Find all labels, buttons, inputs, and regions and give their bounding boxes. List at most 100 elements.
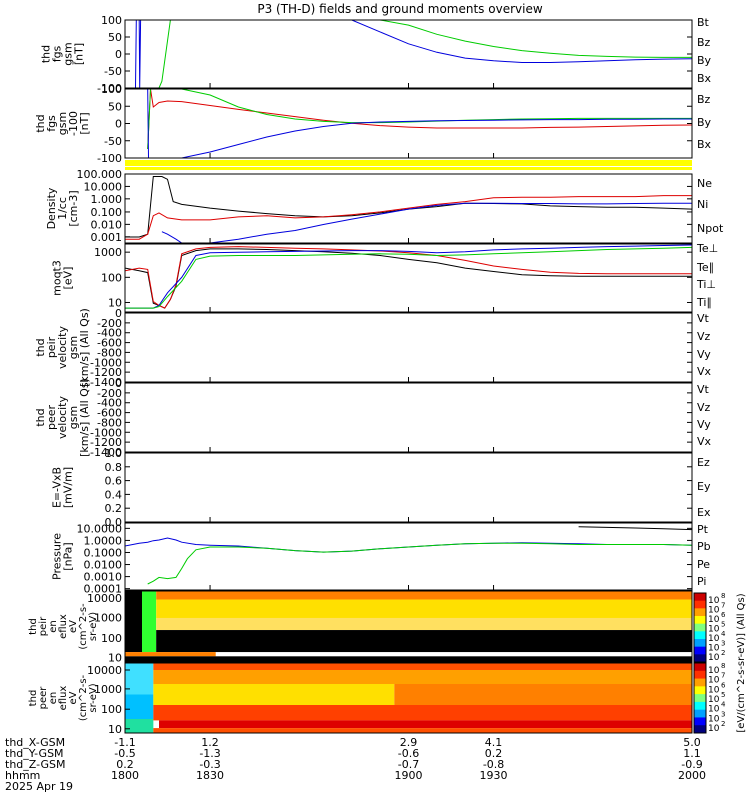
legend-entry: Pb bbox=[697, 540, 711, 553]
series-line-bz-0 bbox=[147, 89, 692, 150]
spectrogram-cell bbox=[125, 656, 692, 662]
spectrogram-cell bbox=[125, 694, 154, 719]
y-tick-label: 0.0010 bbox=[84, 571, 123, 584]
series-line-bx-2 bbox=[125, 89, 692, 158]
colorbar-swatch bbox=[694, 678, 706, 687]
y-axis-label: thd bbox=[28, 618, 39, 635]
y-axis-label: E=-VxB bbox=[51, 467, 64, 508]
y-axis-label: peer bbox=[45, 405, 58, 431]
x-axis-value: -1.1 bbox=[114, 736, 135, 749]
spectrogram-peir-en-eflux: 10000 1000 100 10 thd peir en eflux eV (cm^2-s-sr… bbox=[28, 590, 693, 665]
x-axis-row-label: thd_X-GSM bbox=[5, 736, 65, 749]
colorbar-tick-exponent: 5 bbox=[721, 621, 725, 629]
y-tick-label: -1200 bbox=[90, 436, 122, 449]
colorbar-tick-exponent: 5 bbox=[721, 691, 725, 699]
legend-entry: Ey bbox=[697, 480, 711, 493]
legend-entry: Bt bbox=[697, 16, 710, 29]
x-axis-row-label: hhmm bbox=[5, 769, 40, 782]
yellow-flag-bar bbox=[125, 167, 692, 170]
y-tick-label: 10.0000 bbox=[77, 522, 123, 535]
y-tick-label: 0 bbox=[115, 48, 122, 61]
y-tick-label: -100 bbox=[97, 152, 122, 165]
series-line-by-1 bbox=[158, 20, 692, 88]
y-tick-label: 100 bbox=[101, 703, 122, 716]
y-axis-label: [nPa] bbox=[62, 542, 75, 570]
y-tick-label: 0.2 bbox=[105, 502, 123, 515]
colorbar-swatch bbox=[694, 686, 706, 695]
colorbar-swatch bbox=[694, 608, 706, 617]
panel-peer-velocity: 0-200-400-600-800-1000-1200-1400thdpeerv… bbox=[34, 377, 712, 459]
legend-entry: Vx bbox=[697, 365, 712, 378]
colorbar-swatch bbox=[694, 701, 706, 711]
y-tick-label: -1400 bbox=[90, 376, 122, 389]
x-axis-value: 0.2 bbox=[116, 758, 134, 771]
legend-entry: Ez bbox=[697, 456, 710, 469]
x-axis-labels: thd_X-GSM -1.1 1.2 2.9 4.1 5.0 thd_Y-GSM -0.5 -1… bbox=[5, 736, 706, 793]
y-tick-label: 50 bbox=[108, 100, 122, 113]
legend-entry: Ti∥ bbox=[696, 296, 712, 309]
panel-frame bbox=[124, 382, 693, 453]
x-axis-value: 2000 bbox=[678, 769, 706, 782]
y-axis-label: moqt3 bbox=[51, 260, 64, 296]
spectrogram-cell bbox=[156, 617, 692, 631]
spectrogram-cell bbox=[125, 719, 154, 733]
y-axis-label: [mV/m] bbox=[62, 467, 75, 508]
y-axis-label: thd bbox=[40, 45, 53, 63]
y-axis-label: eV bbox=[68, 691, 79, 704]
y-tick-label: -200 bbox=[97, 387, 122, 400]
y-axis-label: fgs bbox=[51, 45, 64, 62]
y-tick-label: 10 bbox=[108, 723, 122, 736]
y-axis-label: eflux bbox=[58, 686, 69, 711]
colorbar-frame bbox=[693, 662, 707, 734]
y-tick-label: -800 bbox=[97, 346, 122, 359]
y-axis-label: eflux bbox=[58, 614, 69, 639]
y-axis-label: velocity bbox=[56, 396, 69, 439]
colorbar-tick-exponent: 4 bbox=[721, 630, 726, 638]
y-axis-label: fgs bbox=[45, 115, 58, 132]
panel-frame bbox=[124, 522, 693, 591]
colorbar-swatch bbox=[694, 616, 706, 625]
colorbar-tick-exponent: 3 bbox=[721, 710, 725, 718]
y-tick-label: 100 bbox=[101, 271, 122, 284]
y-axis-label: gsm bbox=[56, 112, 69, 135]
series-line-pt-2 bbox=[578, 526, 692, 531]
y-tick-label: 0.8 bbox=[105, 461, 123, 474]
legend-entry: Vz bbox=[697, 330, 711, 343]
legend-entry: Ti⊥ bbox=[696, 278, 716, 291]
colorbar-tick-exponent: 2 bbox=[721, 720, 725, 728]
x-axis-value: -0.7 bbox=[398, 758, 419, 771]
spectrogram-cell bbox=[156, 599, 692, 618]
x-axis-value: 2.9 bbox=[400, 736, 418, 749]
y-axis-label: velocity bbox=[56, 326, 69, 369]
y-axis-label: eV bbox=[68, 620, 79, 633]
y-tick-label: 10.000 bbox=[84, 180, 123, 193]
legend-entry: Bx bbox=[697, 72, 712, 85]
colorbar-label: [eV/(cm^2-s-sr-eV)] (All Qs) bbox=[736, 593, 747, 732]
y-tick-label: -600 bbox=[97, 337, 122, 350]
colorbar-tick-base: 10 bbox=[708, 653, 720, 663]
colorbar-tick-exponent: 2 bbox=[721, 649, 725, 657]
y-tick-label: 10 bbox=[108, 296, 122, 309]
y-tick-label: -600 bbox=[97, 407, 122, 420]
x-axis-value: -0.5 bbox=[114, 747, 135, 760]
y-tick-label: 0.4 bbox=[105, 488, 123, 501]
x-axis-value: 1800 bbox=[111, 769, 139, 782]
colorbar-tick-exponent: 6 bbox=[721, 611, 726, 619]
legend-entry: Ni bbox=[697, 198, 708, 211]
panel-e-field: 1.00.80.60.40.20.0 E=-VxB[mV/m] Ez Ey Ex bbox=[51, 447, 711, 529]
y-tick-label: 1000 bbox=[94, 611, 122, 624]
colorbar-swatch bbox=[694, 654, 706, 663]
colorbar-tick-base: 10 bbox=[708, 685, 720, 695]
colorbar-tick-exponent: 7 bbox=[721, 602, 725, 610]
y-axis-label: 1/cc bbox=[56, 197, 69, 220]
legend-entry: Npot bbox=[697, 222, 724, 235]
colorbar-swatch bbox=[694, 631, 706, 640]
y-axis-label: en bbox=[48, 620, 59, 633]
panel-peir-velocity: 0-200-400-600-800-1000-1200-1400thdpeirv… bbox=[34, 307, 712, 389]
colorbar-swatch bbox=[694, 725, 706, 734]
series-line-te-1 bbox=[125, 246, 692, 309]
spectrogram-peer-en-eflux: 10000 1000 100 10 thd peer en eflux eV (cm^2-s-sr… bbox=[28, 662, 693, 736]
legend-entry: Te⊥ bbox=[696, 242, 718, 255]
